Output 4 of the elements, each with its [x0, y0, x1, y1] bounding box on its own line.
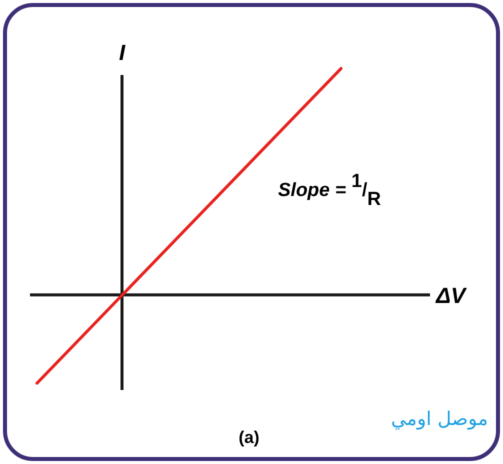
text: موصل اومي	[390, 408, 488, 430]
x-axis-title: ΔV	[435, 282, 468, 308]
text: (a)	[238, 428, 260, 447]
y-axis-title: I	[118, 40, 126, 65]
